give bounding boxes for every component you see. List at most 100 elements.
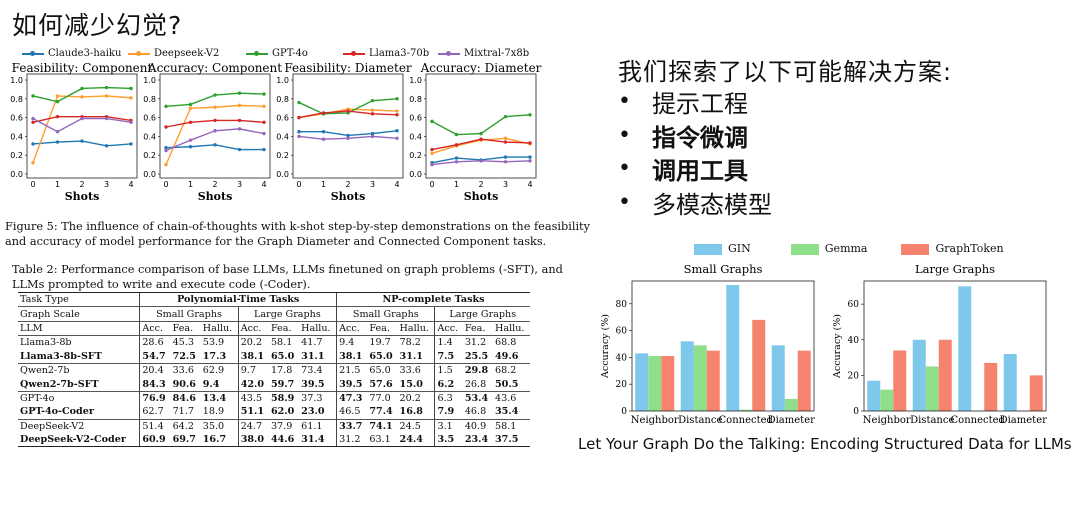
bullet-dot-icon: • [618, 156, 631, 181]
data-point [31, 116, 35, 121]
x-tick-label: 4 [128, 180, 133, 189]
data-point [213, 143, 217, 147]
legend-label: Llama3-70b [369, 48, 430, 59]
data-point [213, 93, 217, 97]
data-point [346, 136, 350, 140]
solution-item: • 调用工具 [618, 151, 748, 186]
y-tick-label: 0 [621, 407, 627, 417]
x-axis-label: Shots [464, 190, 499, 203]
y-tick-label: 60 [848, 300, 860, 310]
table-cell: 84.6 [170, 390, 201, 406]
table-cell: 31.4 [299, 432, 337, 448]
table-cell: 42.0 [237, 377, 269, 392]
x-tick-label: 2 [345, 180, 350, 189]
data-point [430, 147, 434, 152]
legend-line-icon [246, 50, 268, 56]
table-cell: 6.3 [434, 390, 463, 406]
table-row: GPT-4o-Coder 62.7 71.7 18.9 51.1 62.0 23.0 46.5… [18, 405, 530, 420]
table-cell: 31.1 [399, 350, 423, 362]
table-cell: 77.0 [367, 390, 398, 406]
bar [1029, 375, 1043, 411]
legend-swatch-icon [790, 243, 819, 255]
figure5-caption-line2: and accuracy of model performance for th… [5, 235, 547, 248]
table-cell: 51.4 [139, 418, 171, 433]
table-cell: 31.1 [301, 350, 325, 362]
series-line [165, 104, 265, 165]
table-cell: 33.7 [336, 418, 368, 433]
bar [752, 319, 766, 411]
table-cell: 43.5 [237, 390, 269, 406]
table-cell: 62.0 [270, 406, 295, 418]
table-cell: 54.7 [139, 349, 171, 364]
line-chart-panel: Accuracy: Diameter 0.0 0.2 0.4 0.6 0.8 1.0 0 1 2 3… [409, 61, 541, 203]
table-cell: 38.0 [237, 432, 269, 448]
line-chart-panel: Feasibility: Diameter 0.0 0.2 0.4 0.6 0.8 1.0 0… [276, 61, 412, 203]
x-tick-label: 0 [296, 180, 301, 189]
legend-label: GraphToken [935, 242, 1004, 255]
table-cell: 40.9 [462, 418, 493, 433]
header-metric: Acc. [237, 320, 269, 336]
plot-frame [425, 73, 537, 179]
bar [739, 409, 753, 411]
header-metric: Fea. [268, 320, 300, 336]
table-cell: 16.8 [399, 406, 423, 418]
table-cell: 3.5 [434, 432, 463, 448]
legend-item: Mixtral-7x8b [438, 48, 529, 59]
y-tick-label: 40 [616, 353, 628, 363]
data-point [528, 113, 532, 117]
y-tick-label: 0.8 [143, 95, 156, 104]
bullet-dot-icon: • [618, 89, 631, 114]
row-model-name: GPT-4o [18, 390, 140, 406]
data-point [213, 118, 217, 123]
bar [1003, 354, 1017, 411]
bar [693, 345, 707, 411]
table-cell: 17.3 [202, 350, 227, 362]
x-tick-label: Diameter [1000, 415, 1048, 426]
table-cell: 35.4 [495, 406, 519, 418]
table-cell: 24.7 [237, 418, 269, 433]
table2: Task Type Polynomial-Time Tasks NP-compl… [18, 291, 530, 448]
legend-swatch-icon [694, 243, 722, 255]
data-point [395, 136, 399, 140]
data-point [80, 116, 84, 121]
table-cell: 58.1 [493, 418, 530, 433]
x-tick-label: 3 [237, 180, 242, 189]
table-cell: 23.4 [462, 432, 493, 448]
table-cell: 72.5 [172, 350, 196, 362]
legend-item: Llama3-70b [343, 48, 429, 59]
y-tick-label: 1.0 [409, 76, 422, 85]
data-point [297, 130, 301, 134]
solutions-heading: 我们探索了以下可能解决方案: [618, 58, 953, 86]
table-cell: 47.3 [336, 390, 368, 406]
bar [771, 345, 785, 411]
y-tick-label: 0.6 [143, 114, 156, 123]
y-tick-label: 1.0 [276, 76, 289, 85]
table-cell: 1.5 [434, 362, 463, 378]
x-axis-label: Shots [65, 190, 100, 203]
data-point [80, 86, 84, 91]
figure5-line-charts: Feasibility: Component 0.0 0.2 0.4 0.6 0.8 1.0… [10, 61, 541, 203]
data-point [164, 125, 168, 129]
x-tick-label: 4 [394, 180, 399, 189]
bar-chart-panel: 0 20 40 60 80 Accuracy (%) Small Graphs Neighbo… [600, 262, 815, 426]
x-tick-label: 3 [370, 180, 375, 189]
x-tick-label: Diameter [768, 415, 816, 426]
data-point [454, 143, 459, 147]
bar [880, 389, 894, 411]
header-metric: Hallu. [299, 320, 337, 336]
solution-text: 提示工程 [652, 90, 748, 118]
header-metric: Fea. [462, 320, 493, 336]
legend-item: Claude3-haiku [22, 48, 121, 59]
table-cell: 15.0 [399, 378, 423, 390]
data-point [528, 159, 532, 163]
data-point [80, 139, 84, 143]
y-tick-label: 0.6 [10, 114, 23, 123]
bar [726, 285, 740, 411]
table-cell: 9.7 [237, 362, 269, 378]
series-line [431, 114, 531, 136]
y-tick-label: 0.8 [276, 95, 289, 104]
chart-title: Accuracy: Diameter [420, 61, 542, 75]
table-cell: 7.5 [434, 349, 463, 364]
y-tick-label: 0 [853, 407, 859, 417]
legend-item: GIN [694, 242, 751, 255]
